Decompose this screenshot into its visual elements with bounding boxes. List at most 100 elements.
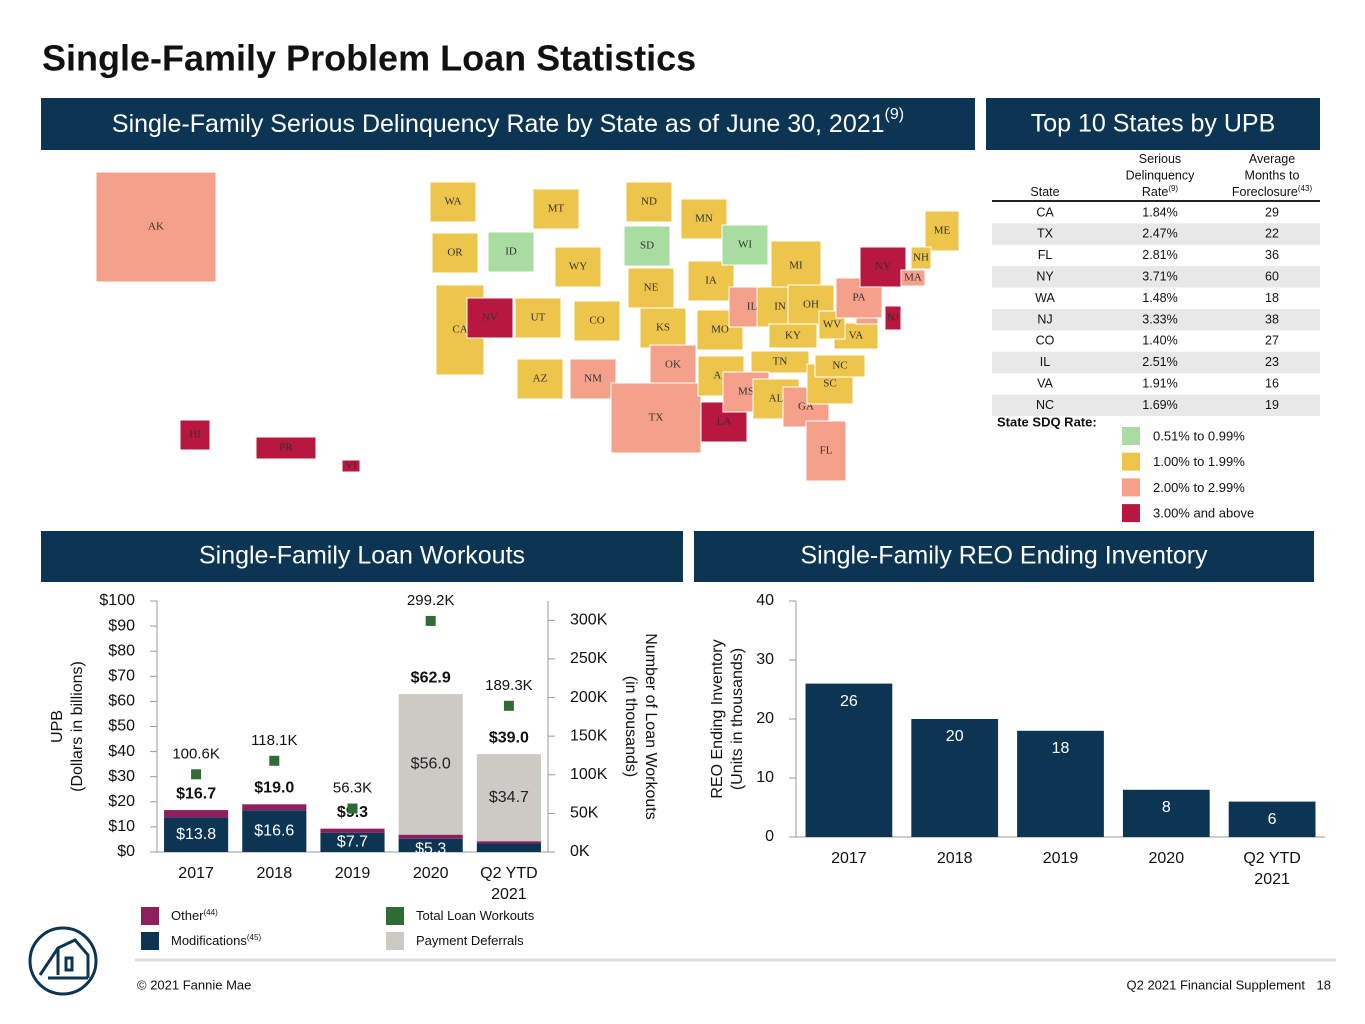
state-shape — [627, 267, 675, 309]
legend-label: 2.00% to 2.99% — [1153, 480, 1245, 495]
bar-value-label: $13.8 — [176, 826, 216, 843]
table-cell: 2.51% — [1142, 355, 1177, 369]
state-label: KS — [656, 322, 670, 334]
state-label: MN — [695, 213, 713, 225]
bar — [1017, 730, 1104, 837]
state-label: ND — [641, 196, 657, 208]
column-header-text: State — [1030, 185, 1059, 199]
table-cell: FL — [1038, 248, 1053, 262]
bar-value-label: 20 — [946, 728, 964, 745]
state-label: IL — [747, 301, 758, 313]
bar-segment — [476, 843, 541, 852]
axis-title: REO Ending Inventory — [709, 639, 726, 798]
state-label: NJ — [887, 312, 900, 324]
legend-swatch — [1122, 427, 1140, 445]
x-tick-label: 2018 — [256, 865, 293, 882]
table-cell: 1.84% — [1142, 205, 1177, 219]
state-shape — [255, 436, 317, 460]
table-cell: 3.33% — [1142, 312, 1177, 326]
legend-label: 1.00% to 1.99% — [1153, 454, 1245, 469]
y-tick-label: $80 — [108, 642, 135, 659]
bar-value-label: 6 — [1268, 811, 1277, 828]
table-cell: CA — [1036, 205, 1054, 219]
x-tick-label: 2020 — [1148, 850, 1185, 867]
column-header: Delinquency — [1126, 169, 1196, 183]
state-shape — [805, 420, 847, 482]
legend-label: 3.00% and above — [1153, 506, 1254, 521]
point-label: 189.3K — [485, 677, 533, 694]
supplement: Q2 2021 Financial Supplement — [1126, 977, 1305, 992]
page-number: 18 — [1317, 977, 1331, 992]
state-shape — [487, 231, 535, 273]
state-shape — [569, 358, 617, 400]
bar-value-label: 18 — [1052, 740, 1070, 757]
table-cell: 2.47% — [1142, 227, 1177, 241]
column-header-text: Months to — [1245, 169, 1300, 183]
state-shape — [768, 323, 818, 349]
table-cell: 23 — [1265, 355, 1279, 369]
x-tick-label-box: 2018 — [256, 865, 293, 882]
state-label: MI — [789, 260, 803, 272]
state-label: MS — [738, 386, 754, 398]
state-label: WY — [569, 261, 587, 273]
state-shape — [814, 354, 866, 378]
legend-swatch — [386, 907, 404, 925]
y-tick-label: $70 — [108, 668, 135, 685]
column-header-text: Rate — [1142, 185, 1168, 199]
x-tick-label: Q2 YTD 2021 — [480, 865, 538, 903]
table-cell: 27 — [1265, 334, 1279, 348]
state-shape — [431, 232, 479, 274]
y-tick-label: 20 — [756, 710, 774, 727]
row-band — [992, 223, 1320, 245]
state-label: TX — [649, 412, 664, 424]
state-shape — [514, 297, 562, 339]
map-header-text: Single-Family Serious Delinquency Rate b… — [112, 110, 885, 138]
table-cell: 3.71% — [1142, 269, 1177, 283]
state-label: IN — [774, 301, 786, 313]
workout-point — [191, 769, 202, 780]
y-tick-label: 0 — [765, 828, 774, 845]
state-shape — [341, 459, 361, 473]
table-cell: 1.48% — [1142, 291, 1177, 305]
y2-tick-label: 150K — [570, 727, 608, 744]
bar-segment — [164, 810, 229, 818]
state-shape — [179, 419, 211, 451]
state-label: MT — [548, 203, 565, 215]
legend-swatch — [1122, 504, 1140, 523]
bar-segment — [242, 804, 307, 811]
y-tick-label: 40 — [756, 592, 774, 609]
x-tick-label: 2017 — [831, 850, 867, 867]
y-tick-label: $50 — [108, 718, 135, 735]
state-shape — [687, 260, 735, 302]
table-cell: 1.40% — [1142, 334, 1177, 348]
logo — [28, 926, 98, 996]
map-header: Single-Family Serious Delinquency Rate b… — [112, 106, 904, 137]
state-label: ME — [934, 225, 951, 237]
x-tick-label: Q2 YTD 2021 — [1243, 850, 1301, 888]
state-shape — [466, 297, 514, 339]
column-header: Foreclosure(43) — [1232, 184, 1313, 199]
table-header-bar — [986, 98, 1320, 150]
bar-value-label: $16.6 — [254, 822, 294, 839]
axis-title: UPB — [49, 710, 66, 743]
bar-value-label: $5.3 — [415, 841, 446, 858]
workout-point — [425, 615, 436, 626]
state-label: FL — [820, 445, 833, 457]
axis-title: (Dollars in billions) — [69, 661, 86, 792]
column-header-text: Average — [1249, 152, 1295, 166]
state-shape — [680, 198, 728, 240]
table-cell: TX — [1037, 227, 1054, 241]
legend-label: Payment Deferrals — [416, 933, 524, 948]
y2-tick-label: 200K — [570, 689, 608, 706]
table-cell: NC — [1036, 398, 1054, 412]
state-shape — [818, 310, 846, 340]
state-label: LA — [717, 416, 732, 428]
x-tick-label-box: 2017 — [178, 865, 214, 882]
y-tick-label: $20 — [108, 793, 135, 810]
state-label: PR — [279, 442, 293, 454]
x-tick-label: 2019 — [334, 865, 371, 882]
state-shape — [95, 171, 217, 283]
column-header-text: Serious — [1139, 152, 1181, 166]
table-cell: 2.81% — [1142, 248, 1177, 262]
state-label: KY — [785, 330, 801, 342]
